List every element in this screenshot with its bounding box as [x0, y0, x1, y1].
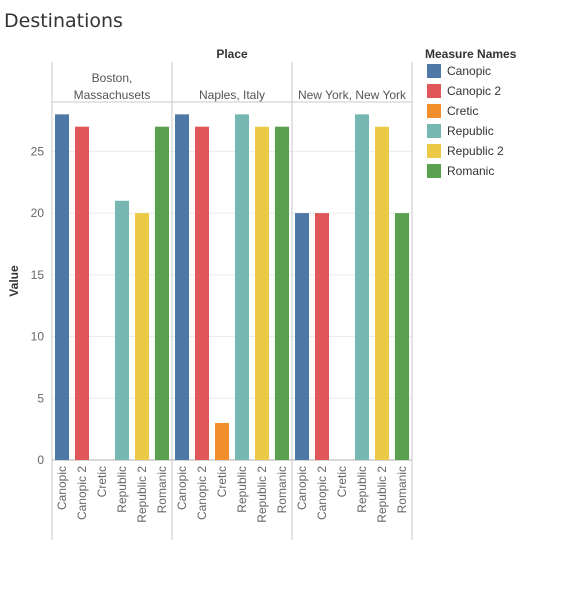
x-tick-label-1-cretic: Cretic [95, 466, 109, 497]
pane-header-2-line-1: Naples, Italy [199, 88, 265, 102]
bar-1-romanic [155, 126, 169, 461]
legend-label-romanic: Romanic [447, 164, 494, 178]
x-tick-label-2-republic: Republic [235, 466, 249, 513]
bar-2-republic-2 [255, 126, 269, 461]
x-tick-label-2-cretic: Cretic [215, 466, 229, 497]
legend-swatch-cretic [427, 104, 441, 118]
legend-swatch-romanic [427, 164, 441, 178]
x-tick-label-3-romanic: Romanic [395, 466, 409, 513]
bar-1-republic [115, 200, 129, 461]
legend-swatch-canopic [427, 64, 441, 78]
legend-label-republic: Republic [447, 124, 494, 138]
x-tick-label-2-canopic-2: Canopic 2 [195, 466, 209, 520]
x-tick-label-1-republic: Republic [115, 466, 129, 513]
legend-swatch-republic-2 [427, 144, 441, 158]
bar-2-romanic [275, 126, 289, 461]
x-tick-label-3-cretic: Cretic [335, 466, 349, 497]
bar-2-canopic-2 [195, 126, 209, 461]
bar-2-cretic [215, 422, 229, 460]
pane-header-1-line-2: Massachusets [74, 88, 151, 102]
x-tick-label-2-canopic: Canopic [175, 466, 189, 510]
bar-1-canopic [55, 114, 69, 461]
legend-swatch-canopic-2 [427, 84, 441, 98]
y-tick-label-5: 5 [37, 391, 44, 405]
legend-label-canopic: Canopic [447, 64, 491, 78]
chart-title: Destinations [4, 10, 123, 32]
bar-3-canopic [295, 213, 309, 460]
legend-label-cretic: Cretic [447, 104, 478, 118]
x-tick-label-1-republic-2: Republic 2 [135, 466, 149, 523]
x-tick-label-1-canopic-2: Canopic 2 [75, 466, 89, 520]
bar-3-romanic [395, 213, 409, 460]
pane-header-1-line-1: Boston, [92, 71, 133, 85]
x-tick-label-3-canopic-2: Canopic 2 [315, 466, 329, 520]
x-tick-label-3-canopic: Canopic [295, 466, 309, 510]
legend-label-republic-2: Republic 2 [447, 144, 504, 158]
bar-3-republic-2 [375, 126, 389, 461]
y-tick-label-20: 20 [31, 206, 45, 220]
x-tick-label-3-republic-2: Republic 2 [375, 466, 389, 523]
pane-header-3-line-1: New York, New York [298, 88, 407, 102]
y-axis-title: Value [7, 265, 21, 297]
legend-label-canopic-2: Canopic 2 [447, 84, 501, 98]
x-tick-label-1-canopic: Canopic [55, 466, 69, 510]
bar-1-republic-2 [135, 213, 149, 460]
column-header: Place [216, 47, 248, 61]
legend-swatch-republic [427, 124, 441, 138]
y-tick-label-0: 0 [37, 453, 44, 467]
x-tick-label-2-republic-2: Republic 2 [255, 466, 269, 523]
bar-1-canopic-2 [75, 126, 89, 461]
bar-2-canopic [175, 114, 189, 461]
bar-3-republic [355, 114, 369, 461]
x-tick-label-3-republic: Republic [355, 466, 369, 513]
bar-2-republic [235, 114, 249, 461]
legend-title: Measure Names [425, 47, 517, 61]
y-tick-label-10: 10 [31, 330, 45, 344]
y-tick-label-15: 15 [31, 268, 45, 282]
x-tick-label-2-romanic: Romanic [275, 466, 289, 513]
bar-3-canopic-2 [315, 213, 329, 460]
y-tick-label-25: 25 [31, 144, 45, 158]
x-tick-label-1-romanic: Romanic [155, 466, 169, 513]
